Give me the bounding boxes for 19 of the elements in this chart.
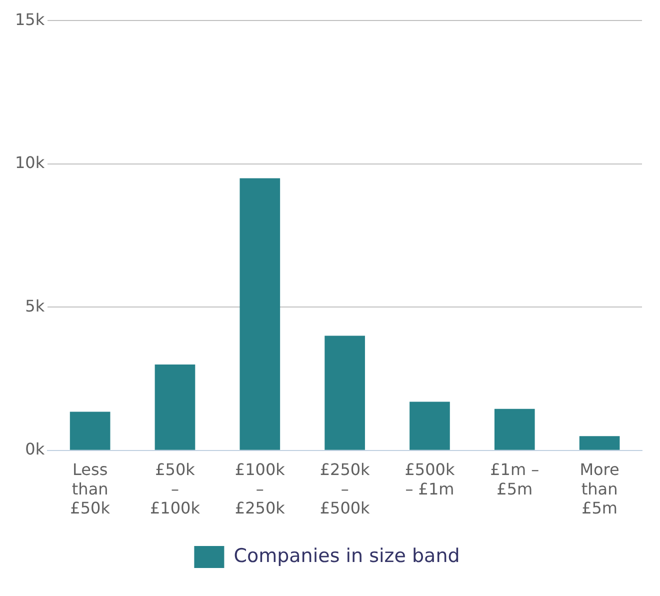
x-tick-label: £50k – £100k bbox=[150, 460, 201, 518]
bar bbox=[70, 412, 110, 450]
y-tick-label: 10k bbox=[15, 153, 46, 172]
x-tick-label: More than £5m bbox=[580, 460, 620, 518]
x-tick-label: £250k – £500k bbox=[320, 460, 371, 518]
bar bbox=[579, 436, 620, 450]
bar bbox=[240, 178, 280, 450]
x-tick-label: £100k – £250k bbox=[234, 460, 286, 518]
bar bbox=[324, 336, 365, 450]
bar bbox=[494, 408, 535, 450]
bar bbox=[154, 364, 196, 450]
x-tick-label: Less than £50k bbox=[70, 460, 111, 518]
bar bbox=[410, 402, 450, 450]
x-tick-label: £1m – £5m bbox=[490, 460, 540, 498]
y-tick-label: 5k bbox=[25, 296, 46, 316]
y-tick-label: 15k bbox=[15, 10, 46, 29]
y-tick-label: 0k bbox=[25, 440, 46, 459]
x-tick-label: £500k – £1m bbox=[404, 460, 456, 498]
legend-label: Companies in size band bbox=[234, 544, 460, 567]
